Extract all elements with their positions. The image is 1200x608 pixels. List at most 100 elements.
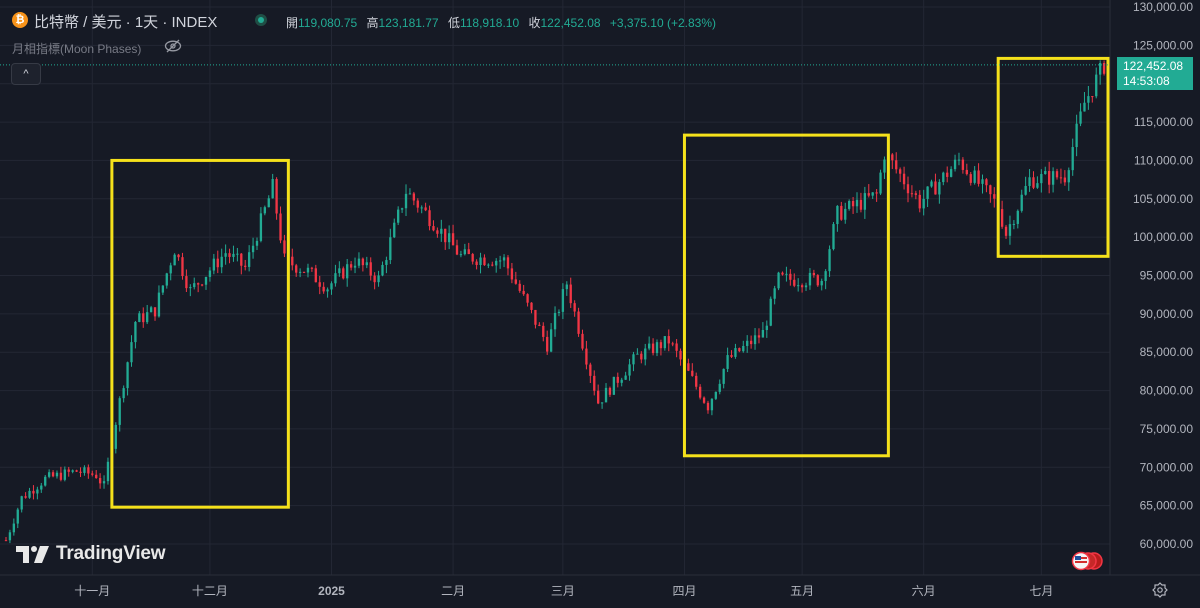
candle-body	[169, 265, 172, 274]
candle-body	[600, 402, 604, 404]
market-status-icon[interactable]	[255, 14, 267, 26]
candle-body	[436, 230, 439, 234]
candle-body	[306, 267, 310, 273]
candle-body	[671, 343, 674, 345]
candle-body	[71, 470, 74, 472]
candle-body	[267, 198, 270, 208]
candle-body	[451, 233, 455, 246]
candle-body	[393, 222, 396, 238]
candle-body	[604, 387, 608, 403]
candle-body	[106, 461, 110, 482]
candle-body	[636, 353, 639, 355]
candle-body	[1008, 224, 1012, 236]
collapse-legend-button[interactable]: ^	[11, 63, 41, 85]
candle-body	[326, 289, 329, 292]
candle-body	[946, 172, 949, 177]
candle-body	[228, 253, 231, 257]
open-value: 119,080.75	[298, 16, 358, 30]
candle-body	[898, 169, 902, 174]
candle-body	[318, 282, 321, 287]
high-key: 高	[366, 16, 379, 30]
time-axis[interactable]: 十一月 十二月 2025 二月 三月 四月 五月 六月 七月	[74, 584, 1053, 598]
candle-body	[675, 343, 678, 351]
candle-body	[577, 311, 580, 334]
price-axis[interactable]: 60,000.00 65,000.00 70,000.00 75,000.00 80,0…	[1133, 0, 1193, 551]
candle-body	[479, 257, 482, 265]
candle-body	[734, 348, 737, 357]
symbol-title[interactable]: 比特幣 / 美元 · 1天 · INDEX	[34, 14, 218, 31]
candle-body	[863, 193, 867, 210]
candle-body	[934, 181, 937, 195]
us-flag-events-icon[interactable]	[1070, 551, 1104, 571]
time-tick-label: 十一月	[74, 584, 110, 598]
candle-body	[463, 249, 467, 255]
ohlc-readout: 開119,080.75 高123,181.77 低118,918.10 收122…	[286, 14, 722, 31]
candle-body	[777, 272, 780, 289]
candle-body	[553, 312, 557, 330]
price-tick-label: 110,000.00	[1134, 153, 1193, 167]
candle-body	[1000, 209, 1004, 227]
candle-body	[24, 496, 27, 498]
candle-body	[1040, 174, 1043, 184]
candle-body	[757, 335, 761, 338]
high-value: 123,181.77	[378, 16, 439, 30]
time-tick-label: 三月	[551, 584, 575, 598]
candle-body	[271, 179, 274, 199]
candle-body	[875, 192, 878, 194]
last-price-label: 122,452.08 14:53:08	[1117, 57, 1193, 90]
candle-body	[28, 490, 31, 498]
candle-body	[902, 173, 906, 185]
candle-body	[1087, 96, 1090, 103]
candle-body	[608, 387, 612, 395]
candle-body	[624, 375, 627, 380]
candle-body	[389, 237, 392, 261]
close-key: 收	[528, 16, 541, 30]
time-tick-label: 二月	[441, 584, 465, 598]
candle-body	[1098, 63, 1102, 75]
tradingview-logo[interactable]: TradingView	[16, 543, 166, 565]
candle-body	[495, 260, 498, 266]
candle-body	[63, 469, 66, 480]
candle-body	[534, 309, 537, 325]
settings-gear-icon[interactable]	[1152, 582, 1168, 598]
candle-body	[91, 473, 94, 475]
low-key: 低	[447, 16, 460, 30]
candle-body	[102, 481, 106, 484]
candle-body	[781, 272, 784, 275]
candle-body	[416, 200, 419, 208]
time-tick-label: 2025	[318, 584, 345, 598]
candle-body	[114, 424, 117, 449]
candle-body	[930, 181, 933, 187]
candle-body	[691, 370, 694, 376]
candle-body	[651, 343, 655, 354]
candle-body	[491, 264, 494, 266]
candle-body	[224, 253, 227, 257]
candle-body	[16, 509, 19, 524]
eye-hidden-icon[interactable]	[164, 39, 182, 53]
price-tick-label: 80,000.00	[1140, 384, 1194, 398]
candle-body	[828, 249, 831, 272]
indicator-label[interactable]: 月相指標(Moon Phases)	[12, 42, 142, 56]
candle-body	[365, 262, 368, 266]
candle-body	[746, 340, 749, 346]
candle-body	[1083, 102, 1086, 112]
candle-body	[275, 179, 278, 214]
candle-body	[871, 192, 874, 196]
candle-body	[1059, 177, 1063, 179]
candle-body	[47, 472, 51, 477]
candle-body	[738, 348, 741, 352]
change-value: +3,375.10 (+2.83%)	[609, 16, 716, 30]
candle-body	[718, 383, 721, 392]
candle-body	[338, 268, 341, 274]
candle-body	[397, 209, 400, 223]
candle-body	[346, 264, 349, 279]
candle-body	[447, 233, 451, 243]
candle-body	[640, 353, 643, 360]
candle-body	[283, 240, 286, 254]
candle-body	[785, 273, 788, 275]
candle-body	[263, 207, 266, 214]
candle-body	[914, 193, 917, 195]
